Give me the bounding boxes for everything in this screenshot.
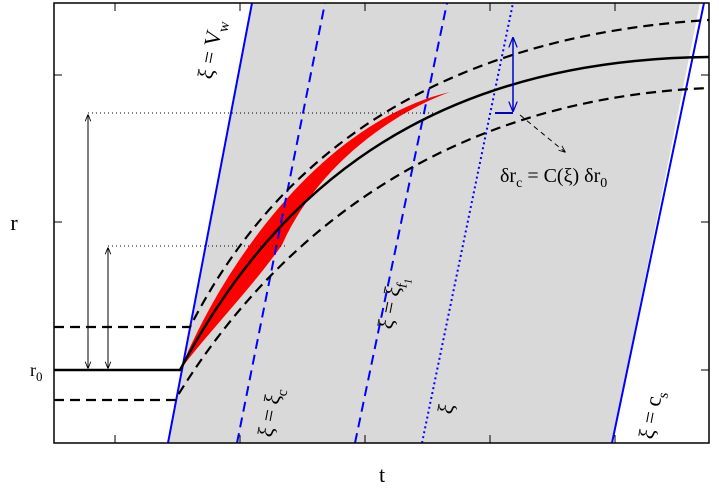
annotation: δrc = C(ξ) δr0	[500, 165, 607, 191]
annotation-rhs: = C(ξ) δr	[522, 165, 600, 187]
frame	[53, 2, 710, 444]
trajectory	[54, 55, 709, 372]
r0-sub: 0	[36, 369, 43, 384]
fixed-subsub: 1	[402, 278, 415, 286]
sound-main: ξ = c	[633, 394, 666, 441]
critical-sub: c	[274, 388, 291, 398]
critical-line	[236, 3, 326, 443]
ticks	[54, 3, 709, 443]
annotation-rhs-sub: 0	[600, 176, 607, 191]
x-axis-label: t	[379, 462, 385, 487]
sound-label: ξ = cs	[633, 388, 672, 442]
sound-line	[611, 3, 705, 443]
wall-main: ξ = V	[192, 28, 226, 81]
fixed-sub: f	[394, 282, 411, 290]
annotation-lhs-sub: c	[516, 176, 522, 191]
y-axis-label: r	[10, 210, 18, 235]
fixed-line	[354, 3, 448, 443]
wall-sub: w	[215, 20, 233, 34]
wall-label: ξ = Vw	[192, 17, 233, 82]
arrow	[519, 114, 565, 152]
wall-line	[167, 3, 253, 443]
shaded-region	[168, 3, 700, 443]
r0-label: r0	[30, 360, 43, 384]
sound-sub: s	[655, 391, 672, 400]
upper-trajectory	[54, 18, 709, 329]
r0-main: r	[30, 360, 36, 380]
annotation-lhs: δr	[500, 165, 516, 187]
plot-area	[54, 3, 709, 443]
lower-trajectory	[54, 86, 709, 402]
